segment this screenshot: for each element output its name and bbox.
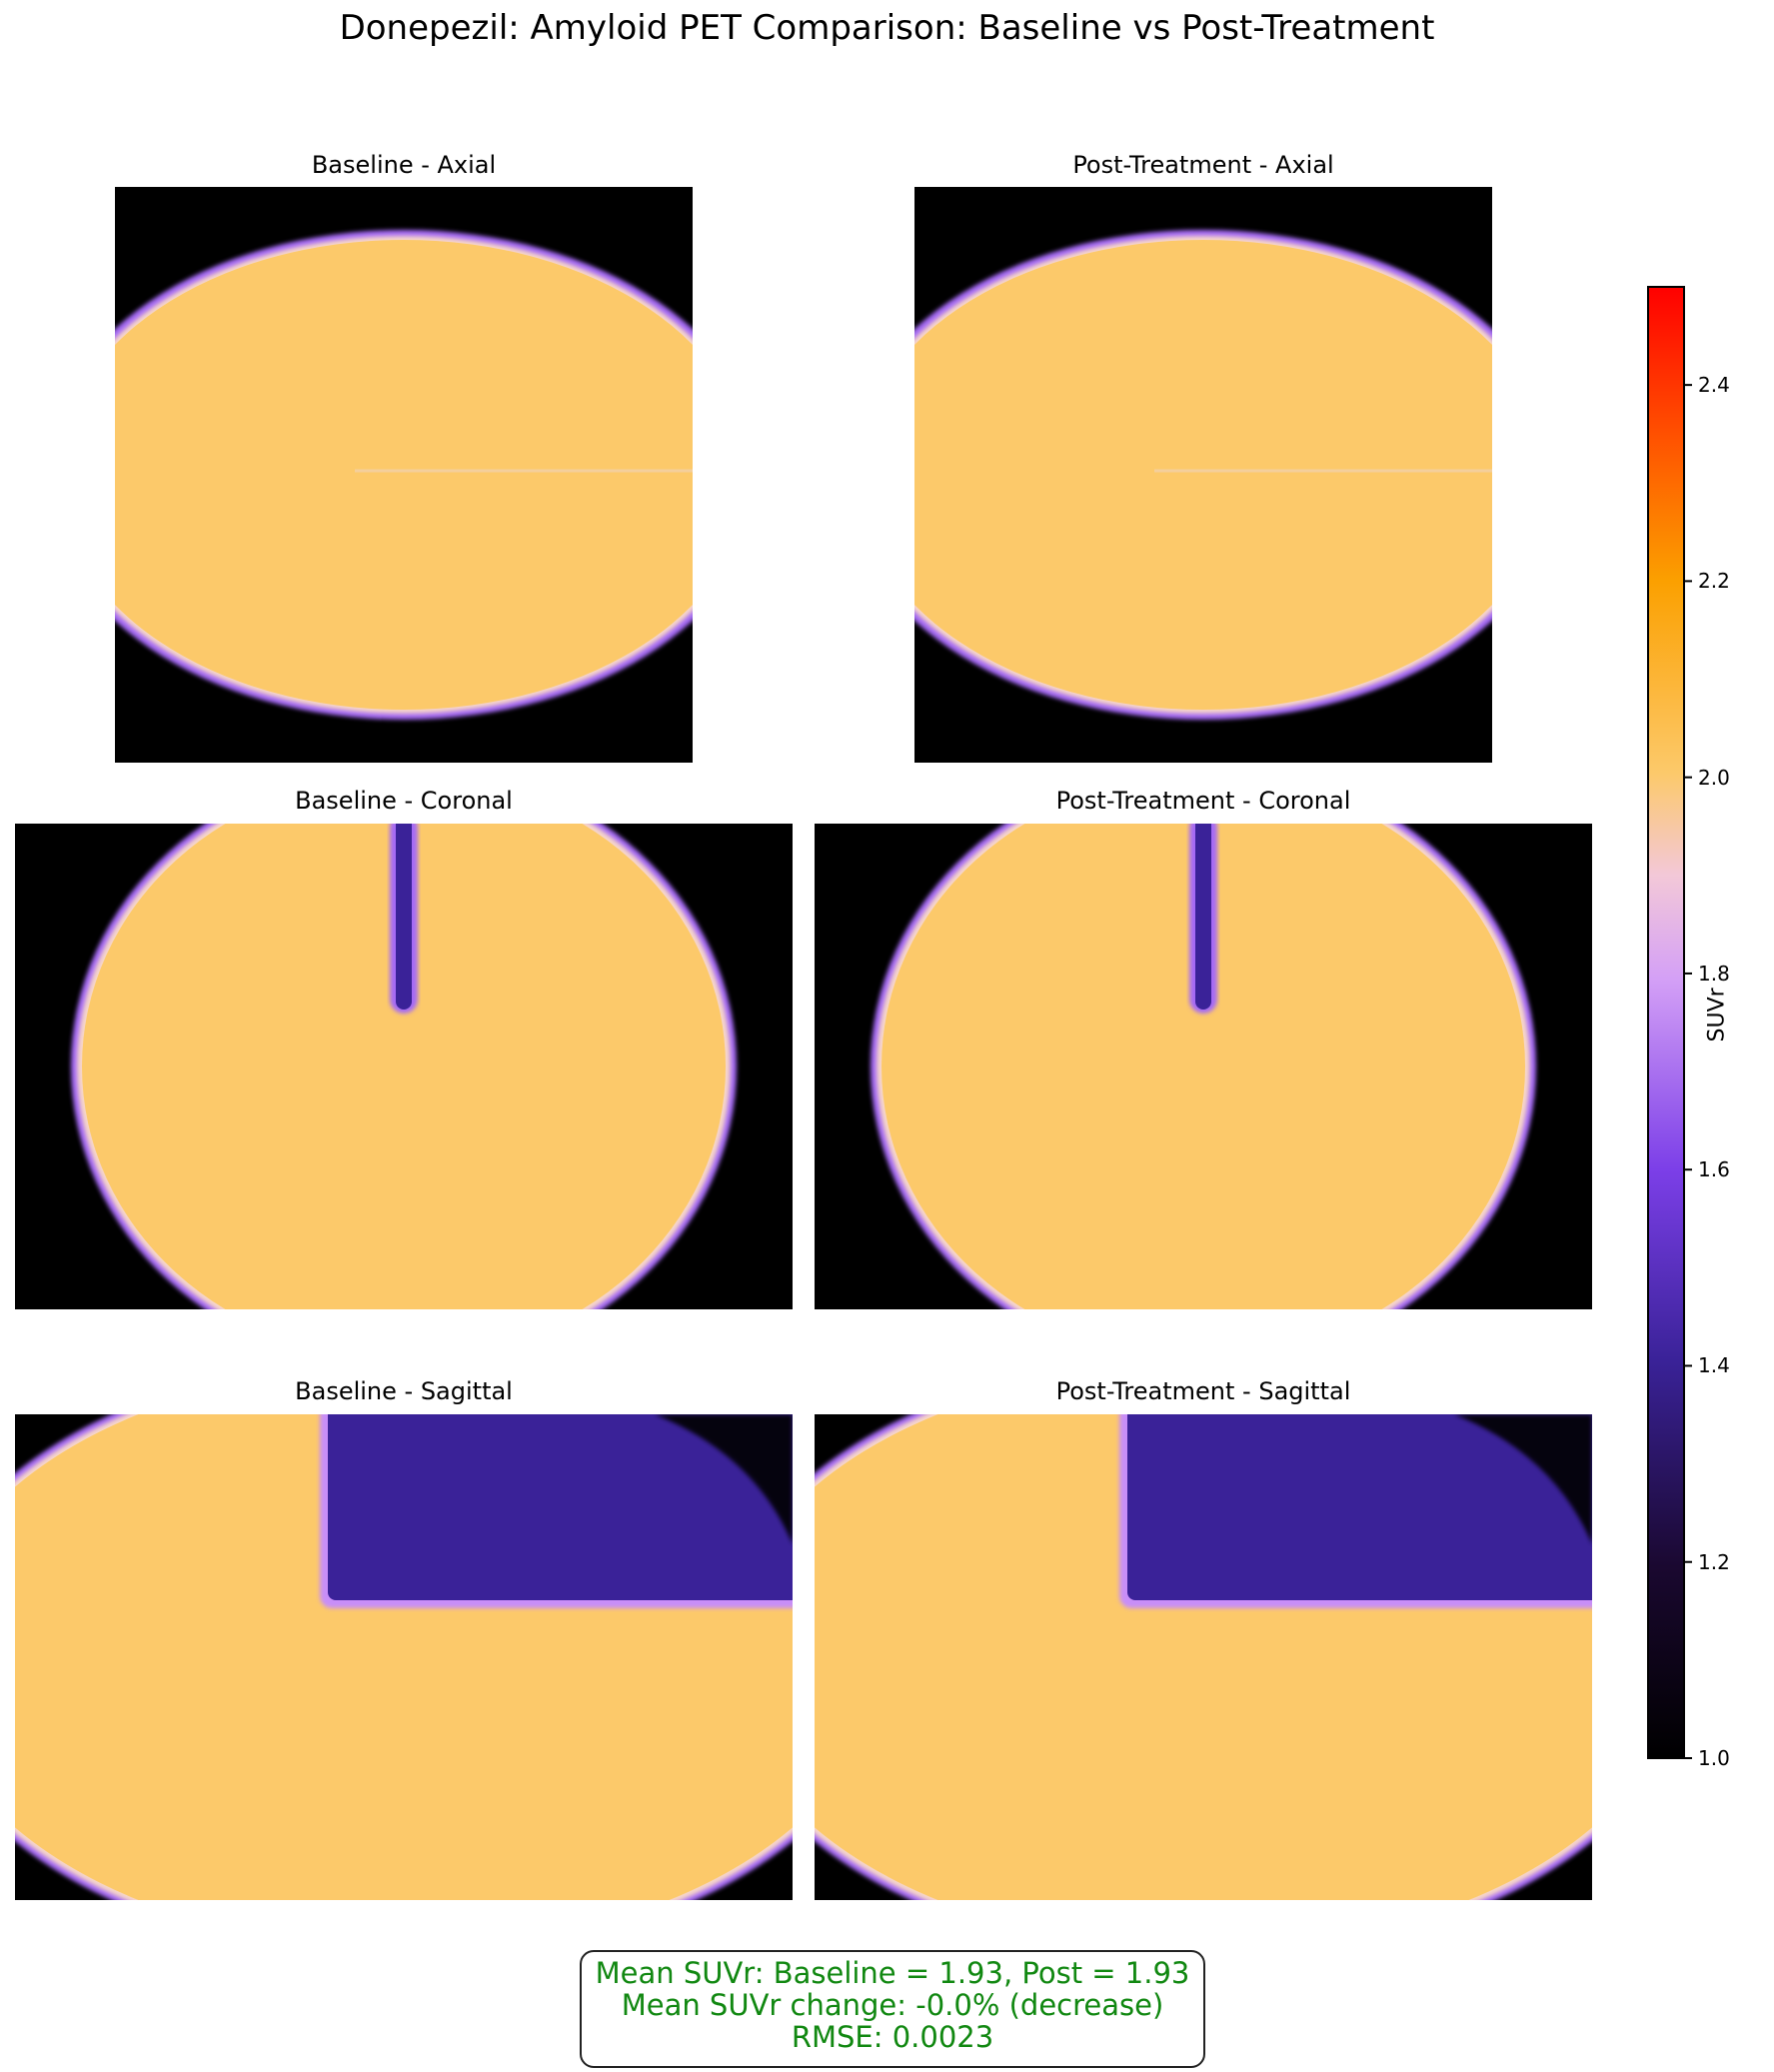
- colorbar-tick-label: 1.2: [1698, 1549, 1730, 1574]
- panel-title-baseline-sagittal: Baseline - Sagittal: [295, 1377, 513, 1405]
- panel-title-baseline-coronal: Baseline - Coronal: [295, 787, 513, 815]
- panel-title-post-axial: Post-Treatment - Axial: [1072, 151, 1334, 179]
- panel-title-post-sagittal: Post-Treatment - Sagittal: [1055, 1377, 1351, 1405]
- panel-title-baseline-axial: Baseline - Axial: [311, 151, 497, 179]
- colorbar-tick-label: 2.0: [1698, 765, 1730, 790]
- colorbar-tick-label: 1.4: [1698, 1353, 1730, 1378]
- colorbar-tick-label: 1.8: [1698, 961, 1730, 986]
- colorbar-label: SUVr: [1704, 988, 1730, 1042]
- image-baseline-axial: [115, 187, 693, 763]
- image-post-axial: [914, 187, 1492, 763]
- colorbar-tick-label: 2.2: [1698, 569, 1730, 594]
- panel-title-post-coronal: Post-Treatment - Coronal: [1055, 787, 1351, 815]
- colorbar: [1647, 286, 1692, 1759]
- image-post-sagittal: [815, 1414, 1592, 1900]
- figure-title: Donepezil: Amyloid PET Comparison: Basel…: [339, 8, 1435, 48]
- stats-rmse: RMSE: 0.0023: [791, 2020, 994, 2054]
- colorbar-tick-label: 2.4: [1698, 373, 1730, 398]
- stats-mean-change: Mean SUVr change: -0.0% (decrease): [621, 1988, 1164, 2022]
- colorbar-tick-label: 1.6: [1698, 1157, 1730, 1182]
- stats-box: Mean SUVr: Baseline = 1.93, Post = 1.93 …: [580, 1950, 1205, 2068]
- image-post-coronal: [815, 824, 1592, 1309]
- colorbar-tick-label: 1.0: [1698, 1746, 1730, 1770]
- stats-mean-suvr: Mean SUVr: Baseline = 1.93, Post = 1.93: [595, 1956, 1190, 1990]
- image-baseline-sagittal: [15, 1414, 793, 1900]
- image-baseline-coronal: [15, 824, 793, 1309]
